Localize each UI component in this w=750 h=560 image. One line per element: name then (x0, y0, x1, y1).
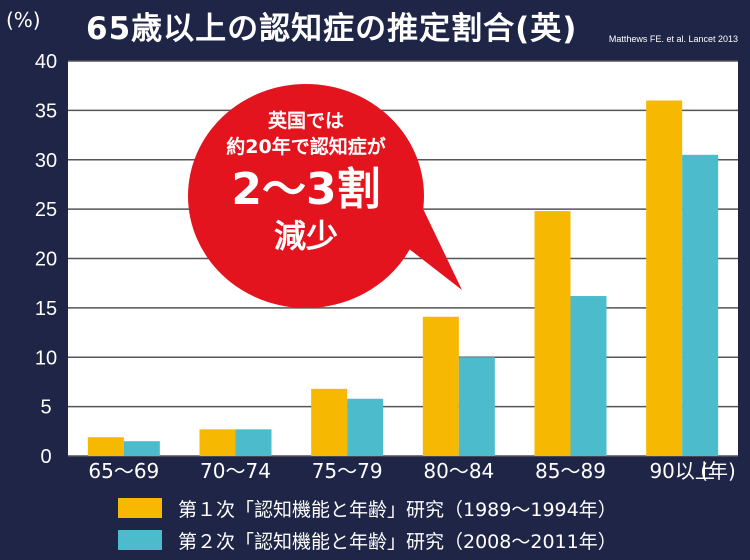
bar-series-1 (646, 100, 683, 456)
legend-label-series-1: 第１次「認知機能と年齢」研究（1989〜1994年） (178, 498, 617, 521)
legend-item-series-2: 第２次「認知機能と年齢」研究（2008〜2011年） (118, 524, 617, 556)
legend-item-series-1: 第１次「認知機能と年齢」研究（1989〜1994年） (118, 492, 617, 524)
x-tick-label: 90以上 (649, 459, 714, 483)
callout-text: 英国では 約20年で認知症が 2〜3割 減少 (196, 108, 416, 256)
bar-series-1 (422, 316, 459, 456)
y-tick-label: 10 (35, 347, 57, 369)
legend-swatch-series-1 (118, 498, 162, 518)
bar-series-2 (123, 441, 160, 456)
legend-label-series-2: 第２次「認知機能と年齢」研究（2008〜2011年） (178, 530, 617, 553)
x-tick-label: 85〜89 (535, 459, 606, 483)
source-citation: Matthews FE. et al. Lancet 2013 (608, 34, 738, 44)
bar-series-2 (458, 357, 495, 456)
bar-series-1 (87, 437, 124, 456)
y-tick-label: 30 (35, 150, 57, 172)
y-tick-label: 0 (40, 446, 51, 468)
y-tick-label: 5 (40, 397, 51, 419)
x-tick-label: 70〜74 (200, 459, 271, 483)
y-tick-label: 25 (35, 199, 57, 221)
callout-pointer (395, 192, 462, 290)
callout-line2: 約20年で認知症が (226, 136, 386, 158)
bar-series-2 (682, 154, 719, 456)
x-axis-unit: (年) (700, 459, 736, 483)
bar-series-2 (347, 398, 384, 456)
y-tick-label: 35 (35, 100, 57, 122)
x-tick-label: 80〜84 (423, 459, 494, 483)
bar-series-2 (570, 296, 607, 456)
bar-series-1 (199, 429, 236, 456)
y-tick-label: 20 (35, 249, 57, 271)
x-tick-label: 75〜79 (312, 459, 383, 483)
callout-line1: 英国では (267, 110, 344, 132)
callout-headline: 2〜3割 (231, 164, 381, 215)
bar-chart: 0 5 10 15 20 25 30 35 40 65〜69 70〜74 75〜79 80〜84 85〜8… (35, 51, 738, 483)
bar-series-1 (534, 211, 571, 456)
bar-series-2 (235, 429, 272, 456)
legend: 第１次「認知機能と年齢」研究（1989〜1994年） 第２次「認知機能と年齢」研… (118, 492, 617, 556)
chart-title: 65歳以上の認知症の推定割合(英) (86, 11, 578, 47)
callout-last-line: 減少 (273, 217, 338, 255)
y-axis-unit: (%) (6, 8, 41, 32)
y-tick-label: 15 (35, 298, 57, 320)
y-tick-label: 40 (35, 51, 57, 73)
x-tick-label: 65〜69 (88, 459, 159, 483)
callout-bubble (188, 84, 424, 308)
legend-swatch-series-2 (118, 530, 162, 550)
bar-series-1 (311, 388, 348, 456)
header: (%) 65歳以上の認知症の推定割合(英) Matthews FE. et al… (0, 0, 750, 52)
